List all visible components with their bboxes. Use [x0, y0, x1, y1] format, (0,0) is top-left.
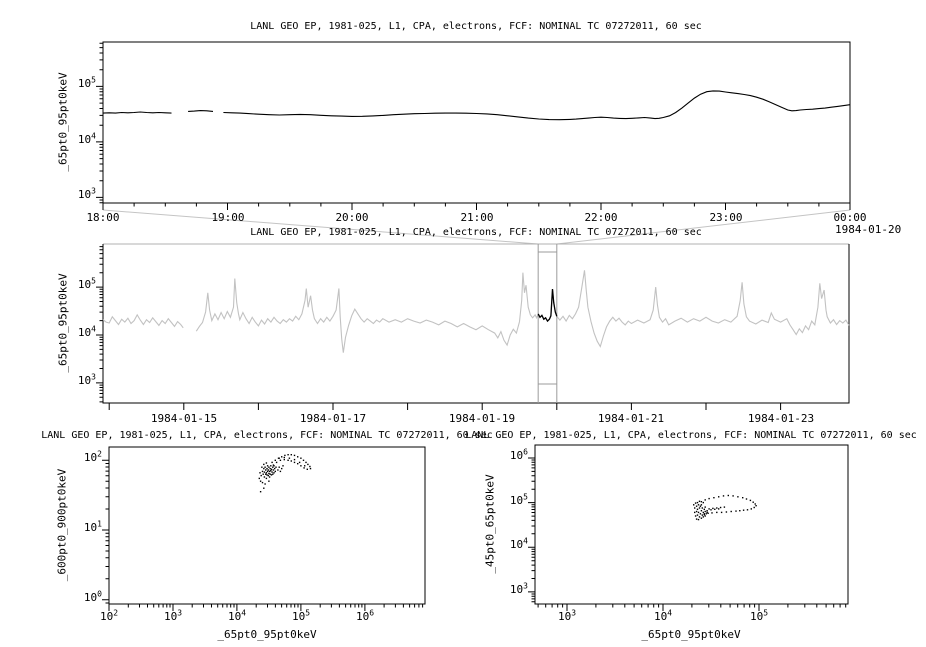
scatter2-xlabel: _65pt0_95pt0keV	[641, 628, 741, 641]
x-axis-date-label: 1984-01-20	[835, 223, 902, 236]
x-tick-label: 19:00	[211, 211, 245, 224]
context-panel-title: LANL GEO EP, 1981-025, L1, CPA, electron…	[250, 227, 702, 238]
scatter1-xlabel: _65pt0_95pt0keV	[217, 628, 317, 641]
scatter_600_900_vs_65_95-panel[interactable]	[102, 446, 426, 611]
x-tick-label: 105	[749, 608, 769, 623]
x-tick-label: 20:00	[335, 211, 369, 224]
context-panel[interactable]	[96, 243, 850, 410]
x-tick-label: 105	[291, 608, 311, 623]
x-tick-label: 1984-01-23	[747, 412, 815, 425]
y-tick-label: 104	[77, 131, 96, 146]
y-tick-label: 105	[77, 276, 96, 291]
y-tick-label: 101	[83, 519, 102, 534]
y-tick-label: 105	[509, 492, 528, 507]
y-tick-label: 106	[509, 447, 528, 462]
scatter2-ylabel: _45pt0_65pt0keV	[483, 474, 497, 574]
x-tick-label: 22:00	[584, 211, 618, 224]
x-tick-label: 00:00	[833, 211, 867, 224]
y-tick-label: 105	[77, 75, 96, 90]
x-tick-label: 106	[355, 608, 375, 623]
y-tick-label: 103	[77, 186, 96, 201]
x-tick-label: 1984-01-17	[299, 412, 367, 425]
zoom-box[interactable]	[537, 244, 558, 403]
x-tick-label: 103	[163, 608, 183, 623]
y-tick-label: 104	[509, 536, 528, 551]
top-panel-title: LANL GEO EP, 1981-025, L1, CPA, electron…	[250, 21, 702, 32]
x-tick-label: 1984-01-19	[448, 412, 516, 425]
x-tick-label: 21:00	[460, 211, 494, 224]
x-tick-label: 18:00	[86, 211, 120, 224]
x-tick-label: 1984-01-21	[597, 412, 665, 425]
scatter1-title: LANL GEO EP, 1981-025, L1, CPA, electron…	[41, 430, 493, 441]
y-tick-label: 103	[509, 581, 528, 596]
top-panel[interactable]	[96, 41, 851, 210]
x-tick-label: 102	[99, 608, 119, 623]
y-tick-label: 102	[83, 449, 102, 464]
x-tick-label: 1984-01-15	[150, 412, 218, 425]
y-tick-label: 104	[77, 324, 96, 339]
x-tick-label: 103	[557, 608, 577, 623]
x-tick-label: 104	[653, 608, 673, 623]
scatter2-title: LANL GEO EP, 1981-025, L1, CPA, electron…	[465, 430, 917, 441]
zoom-connector-lines	[102, 209, 851, 245]
scatter_45_65_vs_65_95-panel[interactable]	[528, 444, 849, 611]
x-tick-label: 23:00	[709, 211, 743, 224]
x-tick-label: 104	[227, 608, 247, 623]
y-tick-label: 103	[77, 372, 96, 387]
y-tick-label: 100	[83, 589, 102, 604]
